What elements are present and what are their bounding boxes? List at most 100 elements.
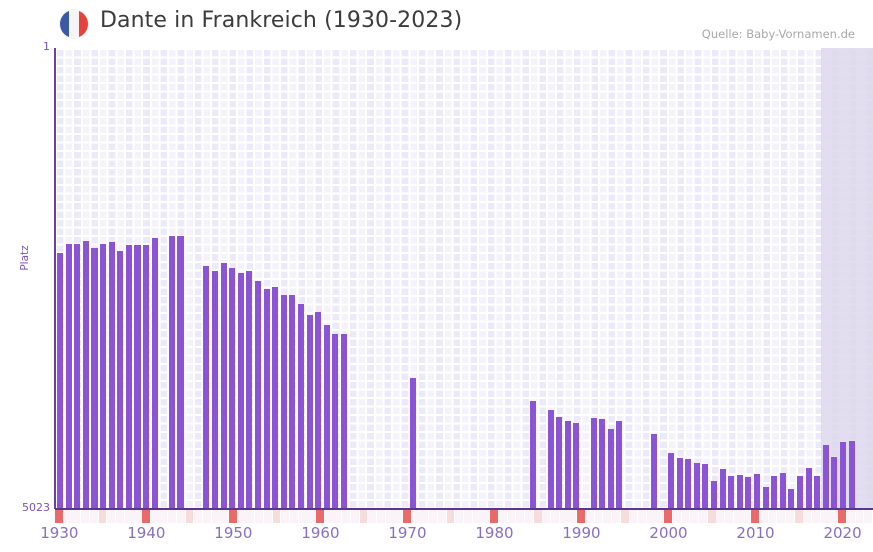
chart-title: Dante in Frankreich (1930-2023): [100, 8, 463, 33]
bar: [676, 457, 683, 508]
x-axis-year-marker: [785, 510, 794, 523]
x-axis-year-marker: [855, 510, 864, 523]
x-axis-year-marker: [507, 510, 516, 523]
x-axis-year-marker: [307, 510, 316, 523]
bar: [590, 417, 597, 508]
x-axis-marker-strip: [55, 510, 873, 523]
x-tick-label-2020: 2020: [823, 524, 862, 542]
x-axis-year-marker: [359, 510, 368, 523]
bar: [280, 295, 287, 508]
x-axis-year-marker: [594, 510, 603, 523]
x-axis-year-marker: [298, 510, 307, 523]
x-axis-year-marker: [350, 510, 359, 523]
france-flag-icon: [60, 10, 88, 38]
x-axis-year-marker: [168, 510, 177, 523]
x-axis-year-marker: [107, 510, 116, 523]
x-axis-year-marker: [603, 510, 612, 523]
x-axis-year-marker: [150, 510, 159, 523]
bar: [573, 423, 580, 508]
x-axis-year-marker: [81, 510, 89, 523]
y-axis-line: [54, 48, 56, 509]
x-axis-year-marker: [455, 510, 464, 523]
bar: [151, 237, 158, 508]
bar: [289, 295, 296, 508]
bar: [297, 304, 305, 508]
bar: [745, 476, 752, 508]
bar: [667, 452, 675, 508]
x-axis-year-marker: [246, 510, 255, 523]
bar: [693, 462, 700, 508]
bar: [125, 244, 132, 508]
bar: [599, 418, 606, 508]
bar: [556, 416, 563, 508]
y-axis-bottom-tick-label: 5023: [22, 501, 50, 514]
plot-area: [55, 48, 873, 508]
bar: [839, 442, 847, 508]
bar: [848, 441, 855, 508]
x-axis-year-marker: [551, 510, 559, 523]
bar: [272, 286, 279, 508]
x-axis-year-marker: [429, 510, 438, 523]
x-tick-label-1940: 1940: [127, 524, 166, 542]
bar: [315, 312, 322, 508]
x-axis-year-marker: [681, 510, 690, 523]
x-axis-year-marker: [629, 510, 638, 523]
x-axis-year-marker: [263, 510, 272, 523]
x-axis-year-marker: [777, 510, 786, 523]
bar: [168, 236, 175, 508]
x-axis-year-marker: [333, 510, 342, 523]
bar: [246, 270, 253, 508]
bar: [530, 400, 537, 508]
y-axis-top-tick-label: 1: [43, 40, 50, 53]
x-axis-year-marker: [638, 510, 646, 523]
x-axis-year-marker: [211, 510, 220, 523]
bar: [229, 268, 236, 508]
x-axis-year-marker: [759, 510, 768, 523]
bar: [616, 420, 623, 508]
x-axis-year-marker: [646, 510, 655, 523]
bar: [822, 445, 829, 508]
x-tick-label-1980: 1980: [475, 524, 514, 542]
x-axis-year-marker: [698, 510, 707, 523]
x-axis-year-marker: [89, 510, 98, 523]
x-axis-year-marker: [385, 510, 394, 523]
source-attribution: Quelle: Baby-Vornamen.de: [701, 27, 855, 41]
bar: [306, 315, 313, 508]
x-axis-year-marker: [716, 510, 725, 523]
x-axis-year-marker: [394, 510, 403, 523]
x-axis-year-marker: [707, 510, 716, 523]
x-axis-year-marker: [411, 510, 420, 523]
x-axis-year-marker: [820, 510, 829, 523]
bar: [771, 475, 778, 508]
bar: [117, 251, 124, 508]
x-tick-label-2000: 2000: [649, 524, 688, 542]
x-axis-year-marker: [864, 510, 873, 523]
bar: [814, 475, 821, 508]
x-axis-year-marker: [794, 510, 803, 523]
x-axis-year-marker: [690, 510, 699, 523]
x-axis-year-marker: [577, 510, 586, 523]
x-tick-label-1990: 1990: [562, 524, 601, 542]
x-axis-year-marker: [316, 510, 324, 523]
x-axis-year-marker: [464, 510, 472, 523]
flag-stripe-red: [78, 10, 88, 38]
flag-stripe-blue: [60, 10, 70, 38]
bar: [332, 334, 339, 508]
x-axis-year-marker: [342, 510, 351, 523]
x-axis-year-marker: [72, 510, 81, 523]
x-axis-year-marker: [498, 510, 507, 523]
x-axis-year-marker: [568, 510, 577, 523]
x-axis-year-marker: [403, 510, 411, 523]
x-axis-year-marker: [159, 510, 168, 523]
bar: [719, 468, 726, 508]
x-axis-year-marker: [63, 510, 72, 523]
bar: [91, 248, 98, 508]
x-axis-year-marker: [751, 510, 760, 523]
x-axis-year-marker: [176, 510, 185, 523]
x-axis-year-marker: [559, 510, 568, 523]
bar: [788, 489, 795, 508]
bar-series: [55, 48, 873, 508]
x-axis-year-marker: [742, 510, 751, 523]
bar: [607, 429, 614, 508]
bar: [547, 410, 554, 508]
